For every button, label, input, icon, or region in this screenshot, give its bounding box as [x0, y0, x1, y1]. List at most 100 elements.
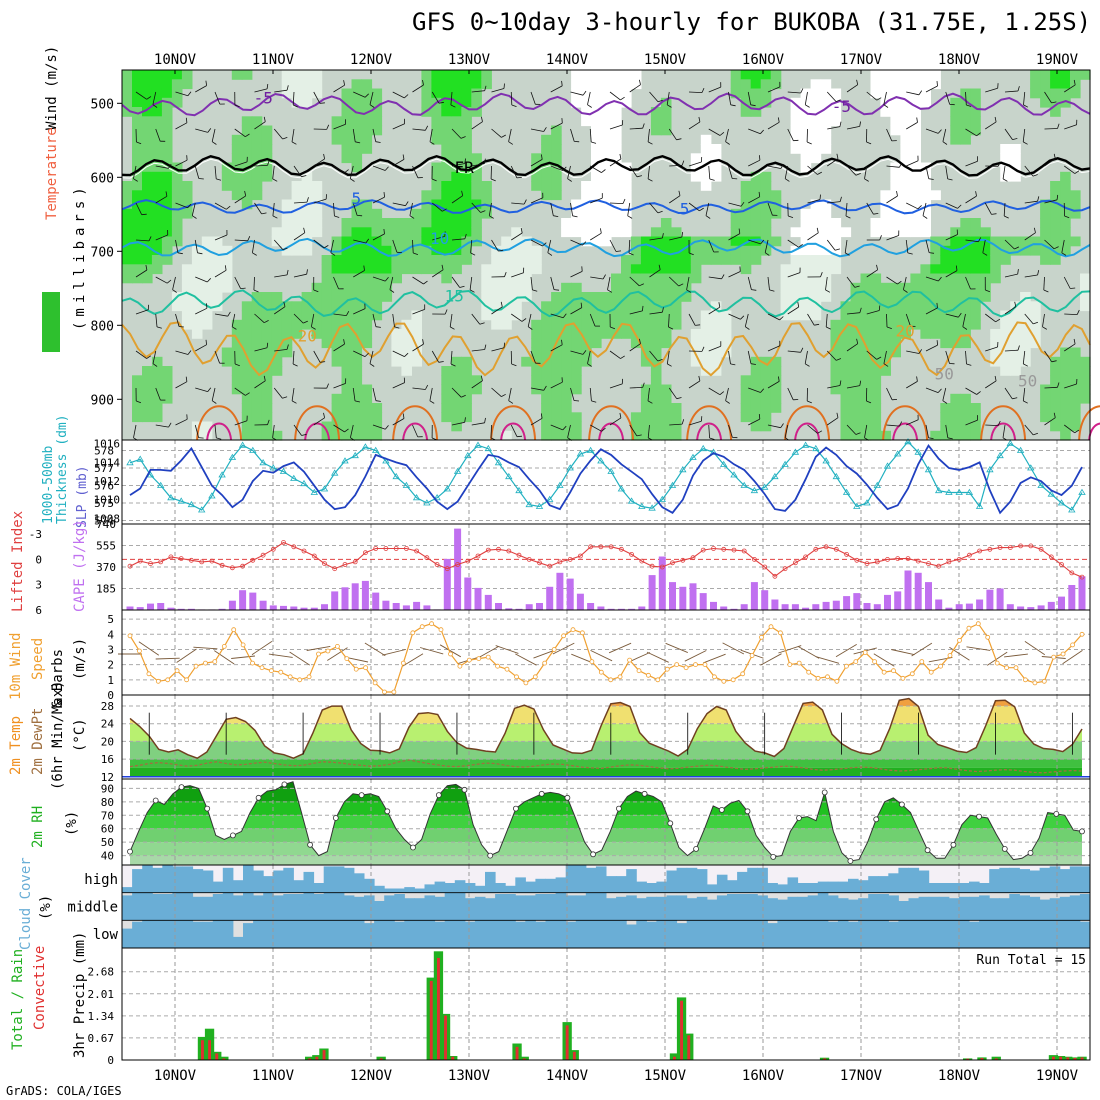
rh-cell: [161, 227, 173, 238]
wind-barb-flag: [192, 215, 197, 219]
rh-cell: [341, 366, 353, 376]
rh-cell: [461, 79, 472, 90]
cape-bar: [515, 608, 523, 610]
wind-speed-marker: [975, 621, 981, 627]
rh-cell: [591, 227, 602, 238]
rh-cell: [561, 366, 572, 376]
rh-cell: [611, 282, 622, 293]
rh-cell: [142, 97, 153, 108]
rh-cell: [790, 310, 802, 321]
wind-barb-flag: [834, 248, 841, 251]
contour-label: 20: [895, 321, 914, 340]
rh-cell: [161, 236, 173, 247]
rh-cell: [231, 329, 243, 339]
wind-barb-flag: [168, 422, 172, 428]
wind-barb-flag: [303, 320, 308, 324]
thickness-marker: [924, 466, 933, 473]
wind-barb-flag: [429, 141, 435, 145]
wind-barb-flag: [807, 400, 812, 404]
rh-cell: [401, 227, 412, 238]
wind-barb: [451, 276, 461, 288]
rh-cell: [740, 208, 752, 219]
wind-barb-flag: [383, 228, 385, 234]
ylabel-cape: CAPE (J/kg): [72, 519, 88, 612]
rh-cell: [630, 264, 642, 275]
wind-barb-flag: [1064, 215, 1070, 219]
rh-cell: [800, 292, 812, 302]
wind-barb-flag: [313, 289, 319, 293]
thickness-marker: [853, 502, 861, 509]
wind-barb-flag: [369, 104, 375, 108]
cloud-low-bar: [525, 920, 536, 948]
wind-barb: [195, 85, 207, 93]
rh-cell: [351, 319, 363, 330]
wind-barb-flag: [897, 280, 902, 285]
rh-cell: [421, 88, 432, 99]
wind-barb-flag: [855, 173, 861, 176]
rh-cell: [650, 375, 662, 386]
wind-barb: [688, 313, 696, 326]
wind-barb: [194, 239, 198, 253]
wind-barb-flag: [751, 289, 757, 291]
wind-barb-flag: [511, 104, 517, 107]
rh-cell: [321, 264, 333, 275]
wind-barb: [214, 424, 217, 438]
rh-cell: [191, 255, 203, 265]
rh-cell: [281, 88, 293, 99]
wind-barb-flag: [764, 252, 770, 256]
wind-barb-flag: [836, 358, 842, 361]
rh-cell: [890, 301, 901, 312]
rh-cell: [591, 79, 602, 90]
wind-barb: [985, 313, 996, 323]
wind-barb-flag: [261, 212, 267, 215]
wind-barb-flag: [303, 227, 306, 233]
rh-cell: [740, 97, 752, 108]
rh-cell: [640, 356, 652, 367]
rh-cell: [601, 329, 612, 339]
wind-barb-flag: [375, 326, 381, 328]
rh-cell: [351, 273, 363, 284]
wind-barb: [488, 202, 492, 216]
cape-bar: [781, 604, 789, 610]
wind-speed-marker: [165, 677, 171, 683]
wind-speed-marker: [334, 644, 340, 649]
wind-barb-flag: [879, 235, 882, 241]
rh-cell: [421, 255, 432, 265]
rh-cell: [281, 310, 293, 321]
rh-cell: [351, 366, 363, 376]
rh-cell: [122, 70, 133, 80]
precip-conv-bar: [215, 1053, 219, 1060]
rh-cell: [870, 301, 882, 312]
rh-cell: [1050, 366, 1061, 376]
rh-cell: [142, 153, 153, 164]
wind-barb-flag: [384, 166, 389, 171]
rh-cell: [241, 338, 253, 349]
li-marker: [772, 573, 778, 579]
wind-barb-flag: [1033, 321, 1039, 325]
rh-cell: [391, 347, 402, 358]
wind-barb: [490, 424, 492, 439]
wind-barb-flag: [662, 307, 664, 313]
wind-barb: [669, 164, 683, 167]
rh-cell: [650, 421, 662, 432]
wind-barb-flag: [394, 326, 400, 329]
rh-cell: [1060, 403, 1071, 413]
li-marker: [424, 555, 430, 561]
rh-cell: [970, 282, 981, 293]
wind-barb: [451, 238, 465, 241]
wind-barb: [886, 276, 898, 285]
rh-cell: [930, 310, 941, 321]
rh-cell: [820, 116, 832, 127]
cloud-high-bar: [716, 874, 728, 893]
rh-cell: [351, 162, 363, 173]
rh2m-ylabel: 2m RH: [30, 806, 46, 848]
wind-barb: [846, 343, 858, 352]
cape-bar: [925, 582, 932, 610]
rh-cell: [910, 88, 921, 99]
rh-cell: [451, 116, 462, 127]
rh-cell: [650, 292, 662, 302]
cloud-low-bar: [182, 920, 194, 948]
wind-barb: [846, 312, 860, 315]
wind-barb-flag: [958, 312, 962, 318]
rh-cell: [990, 347, 1001, 358]
